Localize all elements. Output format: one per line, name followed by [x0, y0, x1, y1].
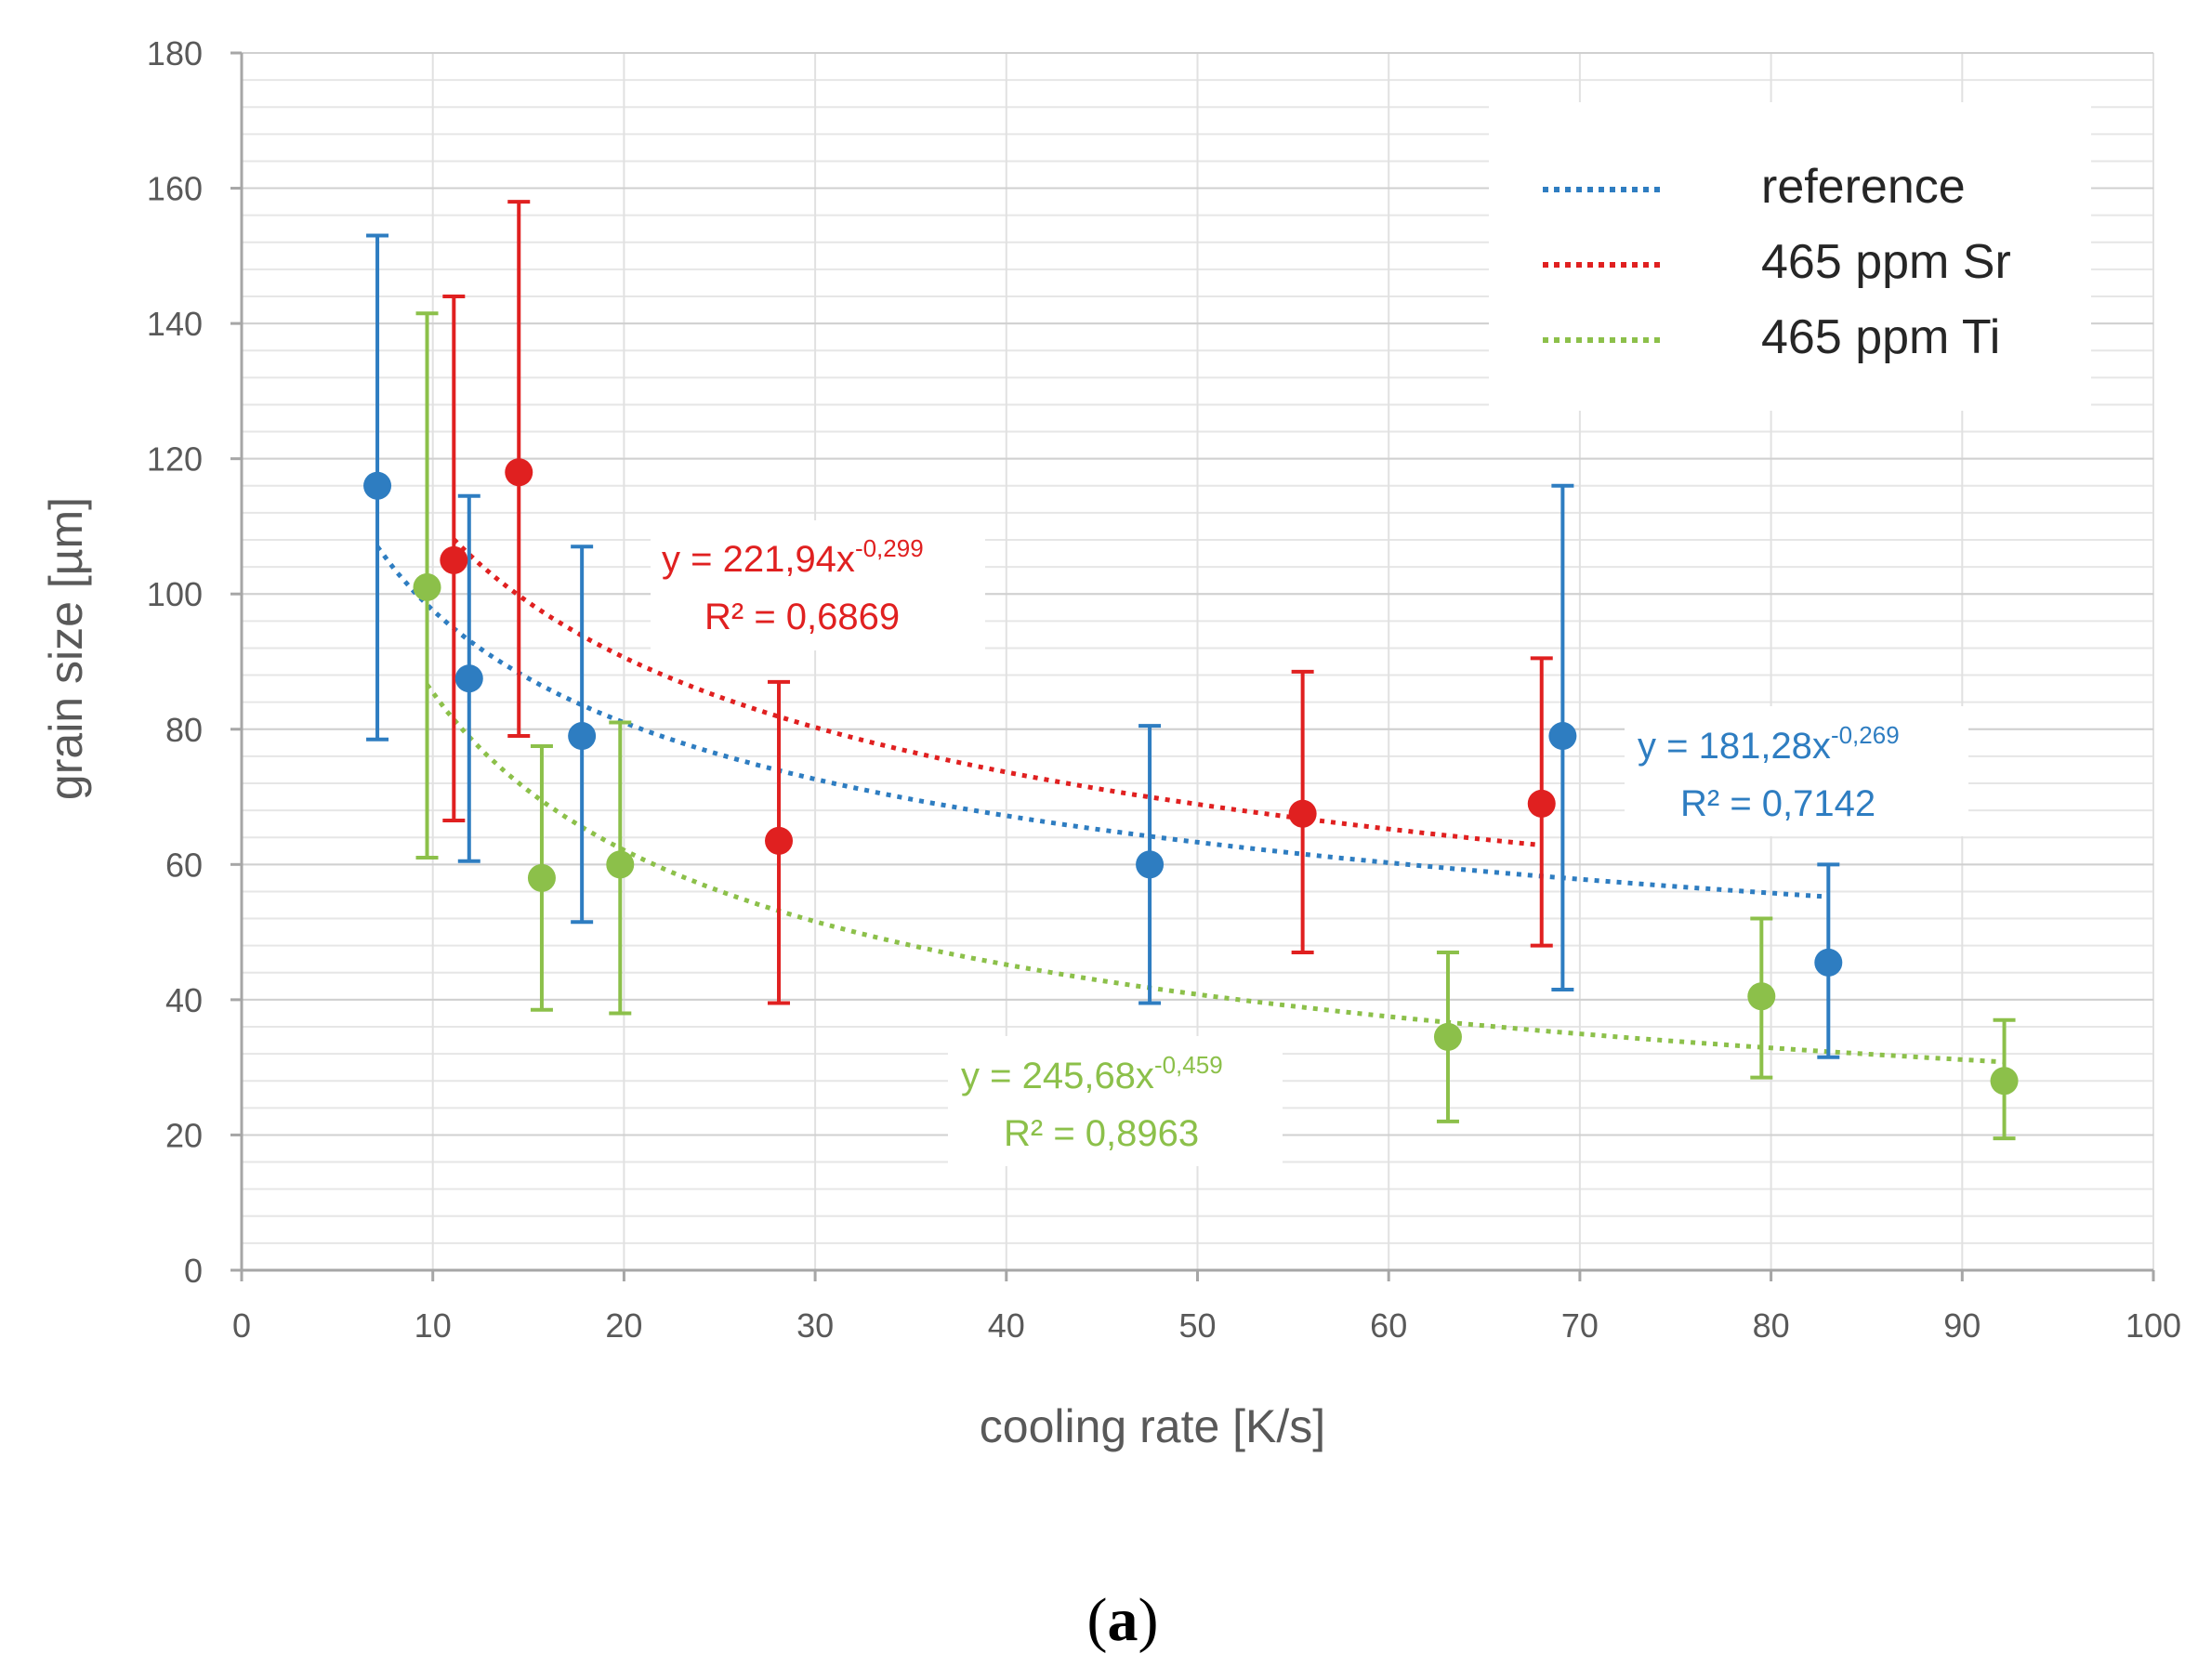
- equation-label-ti: y = 245,68x-0,459 R² = 0,8963: [948, 1036, 1283, 1166]
- y-tick-label: 160: [147, 170, 203, 208]
- x-tick-labels: 0 10 20 30 40 50 60 70 80 90 100: [232, 1306, 2181, 1345]
- x-tick-label: 30: [796, 1306, 834, 1345]
- x-tick-label: 20: [605, 1306, 642, 1345]
- r2-ti: R² = 0,8963: [1004, 1113, 1199, 1154]
- legend-item-reference: reference: [1543, 160, 1966, 214]
- data-point: [440, 545, 468, 574]
- equation-label-reference: y = 181,28x-0,269 R² = 0,7142: [1625, 706, 1968, 836]
- data-point: [1990, 1067, 2019, 1096]
- legend-label-sr: 465 ppm Sr: [1761, 235, 2011, 289]
- y-tick-label: 40: [165, 981, 203, 1019]
- y-tick-labels: 0 20 40 60 80 100 120 140 160 180: [147, 34, 203, 1290]
- r2-sr: R² = 0,6869: [704, 597, 900, 637]
- legend-label-reference: reference: [1761, 160, 1966, 214]
- data-point: [363, 471, 392, 500]
- data-point: [413, 572, 441, 601]
- x-tick-label: 90: [1943, 1306, 1981, 1345]
- data-point: [606, 850, 635, 879]
- legend-item-sr: 465 ppm Sr: [1543, 235, 2011, 289]
- data-point: [1747, 982, 1776, 1011]
- y-axis-title: grain size [µm]: [40, 497, 92, 800]
- data-points: [363, 458, 2019, 1096]
- x-tick-label: 70: [1561, 1306, 1599, 1345]
- data-point: [765, 826, 794, 855]
- r2-reference: R² = 0,7142: [1680, 783, 1875, 824]
- legend-item-ti: 465 ppm Ti: [1543, 310, 2000, 364]
- equation-label-sr: y = 221,94x-0,299 R² = 0,6869: [651, 520, 985, 650]
- equation-ti: y = 245,68x-0,459: [961, 1051, 1223, 1096]
- legend: reference 465 ppm Sr 465 ppm Ti: [1489, 102, 2091, 411]
- y-tick-label: 140: [147, 305, 203, 343]
- y-tick-label: 0: [184, 1252, 203, 1290]
- x-axis-title: cooling rate [K/s]: [980, 1400, 1325, 1452]
- y-tick-label: 120: [147, 440, 203, 479]
- data-point: [1527, 789, 1556, 818]
- data-point: [527, 863, 556, 892]
- data-point: [1433, 1022, 1462, 1051]
- figure-caption: (a): [1087, 1586, 1159, 1654]
- y-tick-label: 100: [147, 575, 203, 613]
- x-tick-label: 100: [2125, 1306, 2181, 1345]
- x-tick-label: 50: [1178, 1306, 1216, 1345]
- y-tick-label: 80: [165, 711, 203, 749]
- x-tick-label: 60: [1370, 1306, 1407, 1345]
- x-tick-label: 10: [415, 1306, 452, 1345]
- y-tick-label: 60: [165, 846, 203, 884]
- data-point: [1548, 722, 1577, 751]
- data-point: [505, 458, 533, 487]
- trendline: [425, 683, 2005, 1065]
- y-tick-label: 20: [165, 1116, 203, 1154]
- axes: [230, 51, 2155, 1281]
- x-tick-label: 80: [1753, 1306, 1790, 1345]
- data-point: [1136, 850, 1165, 879]
- equation-reference: y = 181,28x-0,269: [1638, 721, 1900, 767]
- equation-sr: y = 221,94x-0,299: [662, 534, 924, 580]
- data-point: [1288, 799, 1317, 828]
- x-tick-label: 40: [988, 1306, 1025, 1345]
- data-point: [1814, 948, 1843, 977]
- legend-label-ti: 465 ppm Ti: [1761, 310, 2000, 364]
- y-tick-label: 180: [147, 34, 203, 72]
- data-point: [568, 722, 597, 751]
- x-tick-label: 0: [232, 1306, 251, 1345]
- data-point: [454, 664, 483, 693]
